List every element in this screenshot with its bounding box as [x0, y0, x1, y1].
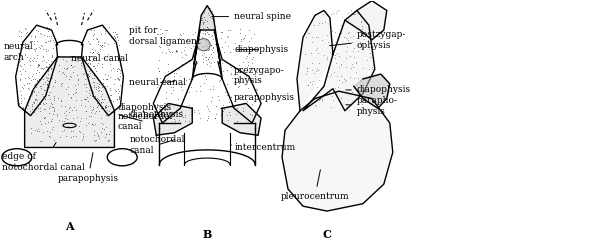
Polygon shape — [297, 11, 375, 111]
Text: parapophysis: parapophysis — [231, 93, 295, 102]
Text: notochordal
canal: notochordal canal — [118, 112, 173, 131]
Polygon shape — [282, 91, 393, 211]
Polygon shape — [354, 74, 390, 108]
Text: neural canal: neural canal — [71, 54, 128, 65]
Text: pleurocentrum: pleurocentrum — [281, 170, 349, 201]
Text: diapophysis: diapophysis — [234, 45, 288, 54]
Text: parapho-
physis: parapho- physis — [346, 96, 398, 116]
Text: A: A — [65, 221, 74, 232]
Text: diapophysis: diapophysis — [130, 107, 184, 119]
Polygon shape — [154, 103, 192, 135]
Text: diapophysis: diapophysis — [118, 100, 172, 112]
Text: pit for
dorsal ligament: pit for dorsal ligament — [130, 27, 201, 52]
Text: neural spine: neural spine — [212, 12, 291, 21]
Text: parapophysis: parapophysis — [58, 153, 119, 183]
Text: intercentrum: intercentrum — [231, 143, 295, 152]
Polygon shape — [194, 6, 220, 64]
Polygon shape — [25, 57, 115, 147]
Polygon shape — [222, 103, 261, 135]
Ellipse shape — [197, 39, 210, 51]
Text: neural
arch: neural arch — [4, 42, 40, 65]
Text: B: B — [203, 229, 212, 240]
Polygon shape — [345, 1, 387, 40]
Text: C: C — [323, 229, 331, 240]
Text: notochordal
canal: notochordal canal — [130, 135, 185, 155]
Text: edge of
notochordal canal: edge of notochordal canal — [2, 142, 85, 172]
Text: prezygapo-
physis: prezygapo- physis — [231, 66, 285, 85]
Text: neural canal: neural canal — [130, 78, 187, 87]
Text: postzygap-
ophysis: postzygap- ophysis — [329, 30, 406, 49]
Text: diapophysis: diapophysis — [346, 85, 411, 94]
